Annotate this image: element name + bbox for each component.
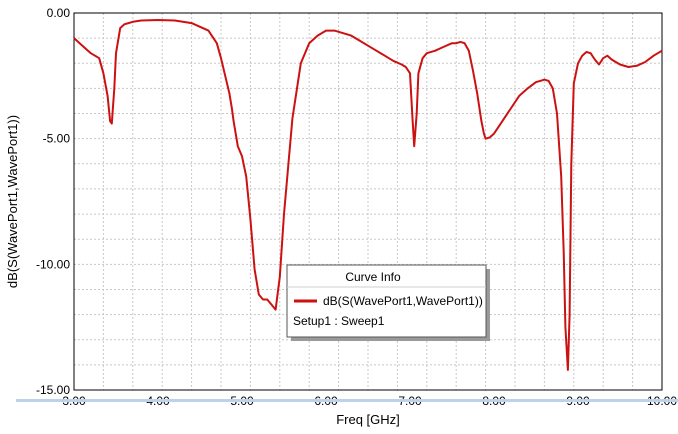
y-tick-label: -5.00 <box>43 132 71 146</box>
y-tick-label: 0.00 <box>47 6 71 20</box>
bottom-divider <box>16 399 678 402</box>
x-axis-label: Freq [GHz] <box>336 412 400 427</box>
legend-title: Curve Info <box>345 270 401 284</box>
legend-setup-label: Setup1 : Sweep1 <box>293 314 385 328</box>
grid <box>74 13 662 390</box>
y-tick-label: -10.00 <box>36 257 70 271</box>
series-layer <box>73 19 663 371</box>
y-tick-label: -15.00 <box>36 383 70 397</box>
legend-background <box>286 264 487 338</box>
legend-box[interactable]: Curve Info dB(S(WavePort1,WavePort1)) Se… <box>286 264 490 341</box>
legend-entry-label: dB(S(WavePort1,WavePort1)) <box>323 294 483 308</box>
plot-frame <box>73 12 663 391</box>
ticks: 3.004.005.006.007.008.009.0010.000.00-5.… <box>36 6 677 408</box>
series-line <box>73 19 663 371</box>
y-axis-label: dB(S(WavePort1,WavePort1)) <box>5 115 20 288</box>
